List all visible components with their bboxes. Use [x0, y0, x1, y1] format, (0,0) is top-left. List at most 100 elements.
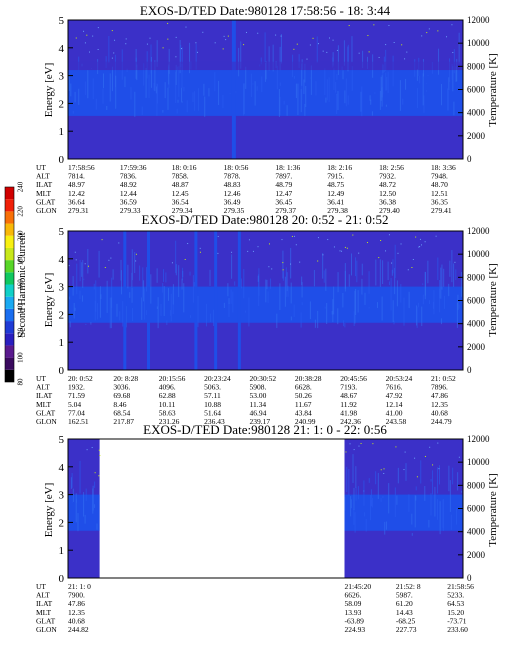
- panel-3-dot: [437, 442, 439, 444]
- panel-2-streak: [400, 284, 402, 303]
- panel-2-streak: [231, 254, 233, 279]
- panel-2-dot: [110, 257, 112, 259]
- panel-2-streak: [145, 267, 147, 292]
- ephemeris-value: 41.98: [340, 408, 357, 417]
- panel-1-dot: [348, 25, 350, 27]
- ephemeris-value: 7900.: [68, 591, 85, 600]
- panel-1-streak: [310, 77, 312, 79]
- colorbar-tick-label: 200: [17, 230, 25, 241]
- panel-1-streak: [78, 88, 80, 105]
- panel-1-streak: [456, 58, 458, 82]
- panel-3-streak: [365, 518, 367, 532]
- panel-1-streak: [264, 32, 266, 63]
- panel-2-streak: [143, 288, 145, 320]
- panel-3-ytick-label: 2: [59, 517, 65, 529]
- panel-1-streak: [453, 49, 455, 74]
- ephemeris-value: 40.68: [68, 616, 85, 625]
- ephemeris-value: 58.63: [159, 408, 176, 417]
- panel-2-streak: [381, 296, 383, 321]
- panel-1-dot: [428, 28, 430, 30]
- panel-2-streak: [437, 257, 439, 281]
- panel-1-ytick-label: 5: [59, 15, 65, 27]
- panel-1-streak: [304, 63, 306, 83]
- panel-1-y2tick-label: 8000: [467, 61, 486, 71]
- panel-2-streak: [234, 281, 236, 286]
- panel-2-streak: [314, 319, 316, 328]
- ephemeris-value: 53.00: [250, 391, 267, 400]
- panel-1-dot: [309, 44, 311, 46]
- panel-2-streak: [111, 277, 113, 308]
- panel-2-streak: [119, 311, 121, 321]
- panel-2-streak: [458, 304, 460, 309]
- ephemeris-value: 233.60: [447, 625, 468, 634]
- panel-1-streak: [243, 83, 245, 116]
- panel-2-dot: [290, 263, 292, 265]
- ephemeris-value: 40.68: [431, 408, 448, 417]
- panel-1-streak: [336, 74, 338, 80]
- ephemeris-value: 17:58:56: [68, 163, 95, 172]
- panel-2-streak: [98, 250, 100, 278]
- panel-1-streak: [337, 91, 339, 111]
- ephemeris-value: 18: 0:56: [224, 163, 249, 172]
- panel-1-streak: [453, 101, 455, 116]
- panel-2-dot: [282, 269, 284, 271]
- panel-1-dot: [326, 51, 328, 53]
- panel-1-streak: [134, 91, 136, 117]
- panel-2-streak: [286, 272, 288, 292]
- ephemeris-row-label: ALT: [36, 172, 50, 181]
- panel-3-streak: [350, 499, 352, 509]
- panel-2-streak: [392, 259, 394, 274]
- ephemeris-value: 48.83: [224, 180, 241, 189]
- panel-1-streak: [150, 56, 152, 88]
- panel-2-streak: [131, 308, 133, 322]
- panel-3-y2tick-label: 2000: [467, 550, 486, 560]
- panel-1-dot: [214, 42, 216, 44]
- colorbar: 80 100 120 140 160 180 200 220 240 Second Harmon…: [4, 181, 28, 386]
- panel-2-streak: [94, 300, 96, 321]
- colorbar-tick-label: 180: [17, 254, 25, 265]
- panel-1-dot: [245, 31, 247, 33]
- panel-1-streak: [405, 78, 407, 90]
- ephemeris-value: 48.97: [68, 180, 85, 189]
- ephemeris-row-label: GLAT: [36, 197, 56, 206]
- panel-2-dot: [231, 251, 233, 253]
- panel-3-dot: [438, 468, 440, 470]
- panel-3-streak: [371, 498, 373, 508]
- ephemeris-value: 64.53: [447, 599, 464, 608]
- panel-2-dot: [419, 238, 421, 240]
- ephemeris-value: 5908.: [250, 383, 267, 392]
- panel-1-streak: [136, 64, 138, 81]
- panel-3-mid-band-1: [344, 494, 463, 531]
- panel-1-streak: [175, 64, 177, 86]
- panel-2-streak: [444, 295, 446, 309]
- ephemeris-value: 244.82: [68, 625, 89, 634]
- panel-2-dot: [322, 254, 324, 256]
- panel-3-streak: [382, 496, 384, 498]
- ephemeris-value: 12.45: [172, 189, 189, 198]
- panel-1-streak: [371, 111, 373, 116]
- panel-2-streak: [357, 290, 359, 313]
- panel-1-streak: [130, 87, 132, 100]
- panel-2-ytick-label: 0: [59, 365, 65, 377]
- panel-2-dot: [400, 243, 402, 245]
- colorbar-swatch: [5, 296, 14, 309]
- ephemeris-value: 12.49: [327, 189, 344, 198]
- colorbar-tick-label: 240: [17, 181, 25, 192]
- panel-1-streak: [351, 36, 353, 63]
- ephemeris-value: 7948.: [431, 172, 448, 181]
- panel-1-streak: [361, 86, 363, 117]
- panel-2-y2tick-label: 8000: [467, 272, 486, 282]
- panel-3-streak: [431, 470, 433, 495]
- ephemeris-row-label: GLON: [36, 625, 57, 634]
- panel-2-streak: [141, 297, 143, 320]
- panel-2-dot: [68, 265, 70, 267]
- panel-2-dot: [171, 262, 173, 264]
- panel-2-streak: [449, 260, 451, 277]
- ephemeris-value: 239.17: [250, 417, 271, 426]
- panel-1-dot: [368, 51, 370, 53]
- ephemeris-value: 36.41: [327, 197, 344, 206]
- panel-2-streak: [456, 302, 458, 328]
- panel-2-dot: [199, 247, 201, 249]
- panel-1-streak: [68, 74, 70, 91]
- panel-1-streak: [256, 86, 258, 91]
